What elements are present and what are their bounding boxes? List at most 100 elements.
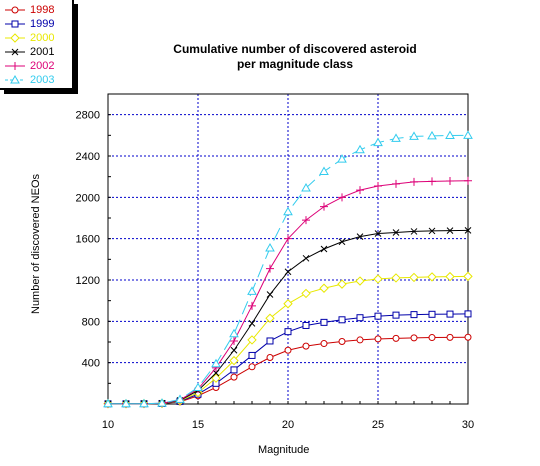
data-point-2000	[445, 271, 455, 282]
data-point-2000	[247, 335, 257, 345]
data-point-2003	[139, 398, 149, 408]
y-tick-label: 800	[82, 316, 100, 328]
data-point-1999	[266, 337, 274, 345]
data-point-1999	[302, 321, 310, 329]
plot-frame	[107, 93, 469, 405]
data-point-2000	[427, 272, 437, 282]
data-point-2003	[319, 166, 329, 175]
data-point-1999	[428, 310, 436, 318]
data-point-1998	[356, 336, 364, 344]
data-point-2000	[337, 279, 347, 289]
data-point-2000	[283, 299, 293, 309]
data-point-2001	[464, 227, 472, 234]
data-point-2001	[446, 227, 454, 234]
legend-item-1998: 1998	[4, 3, 72, 17]
data-point-2002	[410, 177, 418, 186]
data-point-1999	[410, 311, 418, 319]
y-axis-ticks: 400 800 1200 1600 2000 2400 2800	[76, 110, 111, 384]
data-point-2001	[410, 228, 418, 235]
data-point-1998	[392, 334, 400, 342]
data-point-2003	[445, 130, 455, 140]
y-tick-label: 2400	[76, 151, 100, 163]
chart-title-line-1: Cumulative number of discovered asteroid	[173, 42, 417, 56]
data-point-2001	[230, 346, 238, 354]
data-point-1999	[230, 366, 238, 374]
data-point-2001	[338, 238, 346, 246]
data-point-2003	[427, 130, 437, 140]
grid-lines	[107, 94, 469, 404]
series-group	[103, 130, 473, 409]
data-point-1999	[446, 310, 454, 318]
data-point-2000	[391, 273, 401, 283]
data-point-2003	[337, 154, 347, 163]
data-point-2001	[284, 268, 292, 276]
data-point-2003	[103, 398, 113, 408]
legend-label: 2000	[30, 32, 55, 44]
data-point-2000	[229, 355, 239, 366]
legend-item-2000: 2000	[4, 31, 72, 45]
data-point-1999	[248, 351, 256, 359]
data-point-2003	[229, 328, 239, 338]
y-tick-label: 1600	[76, 234, 100, 246]
legend-marker-x	[5, 48, 25, 56]
data-point-2003	[157, 398, 167, 407]
legend: 1998 1999 2000 2001 2002 2003	[0, 0, 74, 90]
data-point-2002	[302, 216, 310, 225]
data-point-2001	[374, 230, 382, 237]
data-point-2000	[265, 313, 275, 323]
data-point-2003	[265, 242, 275, 252]
legend-item-2002: 2002	[4, 59, 72, 73]
data-point-1998	[338, 337, 346, 345]
legend-item-2003: 2003	[4, 73, 72, 87]
data-point-1999	[374, 312, 382, 320]
data-point-2000	[409, 272, 419, 283]
y-tick-label: 1200	[76, 275, 100, 287]
data-point-2002	[356, 186, 364, 195]
data-point-2000	[211, 373, 221, 383]
x-tick-label: 15	[192, 419, 204, 431]
data-point-1998	[374, 335, 382, 343]
data-point-2003	[463, 130, 473, 139]
data-point-1998	[428, 334, 436, 342]
data-point-1998	[266, 354, 274, 361]
data-point-2001	[212, 369, 220, 377]
data-point-2001	[428, 227, 436, 235]
y-tick-label: 2000	[76, 192, 100, 204]
data-point-2000	[301, 288, 311, 299]
data-point-2000	[319, 283, 329, 293]
data-point-2003	[409, 131, 419, 140]
legend-marker-circle	[5, 6, 25, 14]
data-point-2003	[283, 206, 293, 216]
x-tick-label: 25	[372, 419, 384, 431]
legend-marker-diamond	[5, 33, 25, 43]
y-axis-title: Number of discovered NEOs	[30, 174, 42, 314]
data-point-1998	[320, 340, 328, 348]
legend-label: 2001	[30, 46, 55, 58]
data-point-2001	[392, 229, 400, 236]
data-point-2002	[248, 301, 256, 310]
data-point-2003	[355, 144, 365, 154]
data-point-2000	[355, 276, 365, 286]
data-point-2003	[301, 183, 311, 192]
x-tick-label: 10	[102, 419, 114, 431]
data-point-2003	[373, 137, 383, 147]
data-point-2001	[356, 233, 364, 240]
legend-marker-square	[5, 20, 25, 28]
data-point-2003	[211, 358, 221, 368]
data-point-2000	[463, 271, 473, 282]
x-axis-ticks: 10 15 20 25 30	[102, 401, 474, 431]
data-point-1998	[230, 373, 238, 381]
legend-item-1999: 1999	[4, 17, 72, 31]
data-point-2001	[302, 254, 310, 262]
data-point-2002	[428, 177, 436, 186]
data-point-1998	[410, 334, 418, 342]
data-point-1999	[320, 318, 328, 326]
chart-title-line-2: per magnitude class	[236, 57, 354, 71]
data-point-1998	[302, 342, 310, 350]
data-point-2000	[373, 274, 383, 284]
data-point-1999	[338, 316, 346, 324]
data-point-2002	[338, 193, 346, 202]
data-point-1998	[284, 346, 292, 354]
data-point-2002	[230, 336, 238, 345]
